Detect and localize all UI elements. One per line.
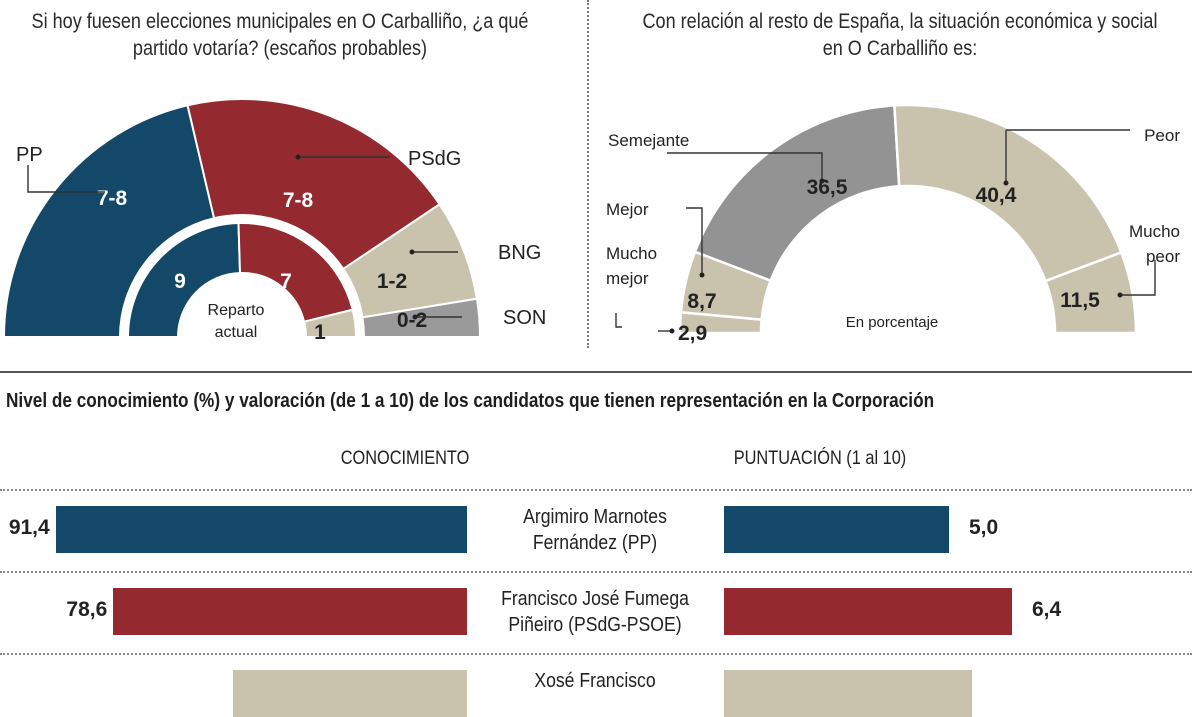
- label-peor: Peor: [1144, 126, 1180, 145]
- seat-value-pp: 7-8: [97, 187, 128, 210]
- seat-value-psdg: 7-8: [283, 189, 314, 212]
- pp-leader-line: [27, 165, 105, 193]
- section-divider: [0, 371, 1192, 373]
- seats-chart-title: Si hoy fuesen elecciones municipales en …: [31, 10, 529, 60]
- seat-slice-psdg: [186, 98, 441, 271]
- situation-chart-title: Con relación al resto de España, la situ…: [642, 10, 1158, 60]
- row-separator: [0, 571, 1192, 573]
- psdg-leader-dot: [295, 154, 301, 160]
- situation-value-0: 2,9: [678, 322, 707, 345]
- seats-chart: 7-8 7-8 1-2 0-2 9 7 1 Reparto actual PP PSdG BNG SON: [2, 98, 546, 344]
- center-label-line1: Reparto: [208, 302, 265, 319]
- situation-leader-dot-2: [819, 178, 825, 184]
- situation-center-label: En porcentaje: [846, 314, 939, 331]
- situation-leader-dot-3: [1003, 180, 1009, 186]
- seat-value-son: 0-2: [397, 309, 427, 332]
- situation-leader-2: [686, 207, 703, 275]
- puntuacion-value: 6,4: [1032, 598, 1062, 621]
- seat-value-bng: 1-2: [377, 270, 407, 293]
- situation-chart: 2,9 8,7 36,5 40,4 11,5 En porcentaje Mucho mejo…: [606, 103, 1180, 345]
- situation-leader-6: [1120, 260, 1156, 296]
- puntuacion-bar: [724, 588, 1012, 635]
- situation-leader-dot-1: [699, 272, 705, 278]
- candidate-name: Xosé Francisco: [485, 668, 705, 694]
- seat-slice-son: [361, 297, 482, 338]
- label-mucho-peor-2: peor: [1146, 247, 1180, 266]
- situation-leader-dot-0: [669, 328, 675, 334]
- current-value-pp: 9: [174, 270, 186, 293]
- current-slice-bng: [302, 308, 358, 338]
- center-label-line2: actual: [215, 324, 258, 341]
- puntuacion-value: 5,0: [969, 516, 999, 539]
- label-mucho-peor-1: Mucho: [1129, 222, 1180, 241]
- label-semejante: Semejante: [608, 131, 689, 150]
- situation-slice-mucho-peor: [1043, 250, 1138, 335]
- bng-leader-dot: [409, 249, 415, 255]
- party-label-psdg: PSdG: [408, 148, 461, 170]
- situation-value-3: 40,4: [976, 184, 1017, 207]
- row-separator: [0, 653, 1192, 655]
- candidate-name: Francisco José Fumega Piñeiro (PSdG-PSOE): [485, 586, 705, 638]
- situation-leader-3: [667, 152, 823, 181]
- candidates-chart-title: Nivel de conocimiento (%) y valoración (…: [6, 390, 935, 412]
- candidate-name-line1: Argimiro Marnotes: [523, 506, 667, 528]
- label-mucho-mejor-2: mejor: [606, 269, 649, 288]
- conocimiento-bar: [233, 670, 467, 717]
- situation-slice-semejante: [693, 104, 901, 283]
- son-leader-dot: [412, 314, 418, 320]
- candidate-name-line1: Francisco José Fumega: [501, 588, 689, 610]
- current-value-psdg: 7: [280, 270, 292, 293]
- candidate-name-line2: Piñeiro (PSdG-PSOE): [508, 614, 682, 636]
- puntuacion-bar: [724, 670, 972, 717]
- conocimiento-bar: [113, 588, 467, 635]
- row-separator: [0, 489, 1192, 491]
- situation-leader-dot-4: [1117, 292, 1123, 298]
- column-header-puntuacion: PUNTUACIÓN (1 al 10): [733, 448, 907, 469]
- column-header-conocimiento: CONOCIMIENTO: [340, 448, 470, 469]
- conocimiento-bar: [55, 506, 467, 553]
- situation-leader-0: [615, 313, 622, 328]
- conocimiento-value: 78,6: [66, 598, 108, 621]
- label-mejor: Mejor: [606, 200, 649, 219]
- current-slice-pp: [126, 222, 242, 338]
- party-label-pp: PP: [16, 144, 43, 166]
- situation-value-4: 11,5: [1060, 289, 1100, 312]
- party-label-bng: BNG: [498, 242, 541, 264]
- vertical-divider: [587, 0, 589, 348]
- candidate-name-line2: Fernández (PP): [532, 532, 658, 554]
- puntuacion-bar: [724, 506, 949, 553]
- situation-value-2: 36,5: [807, 176, 848, 199]
- situation-value-1: 8,7: [687, 290, 716, 313]
- seat-slice-pp: [2, 104, 216, 338]
- candidate-name: Argimiro Marnotes Fernández (PP): [485, 504, 705, 556]
- candidate-name-line1: Xosé Francisco: [534, 670, 656, 692]
- current-value-bng: 1: [314, 321, 326, 344]
- conocimiento-value: 91,4: [8, 516, 50, 539]
- label-mucho-mejor-1: Mucho: [606, 244, 657, 263]
- party-label-son: SON: [503, 307, 546, 329]
